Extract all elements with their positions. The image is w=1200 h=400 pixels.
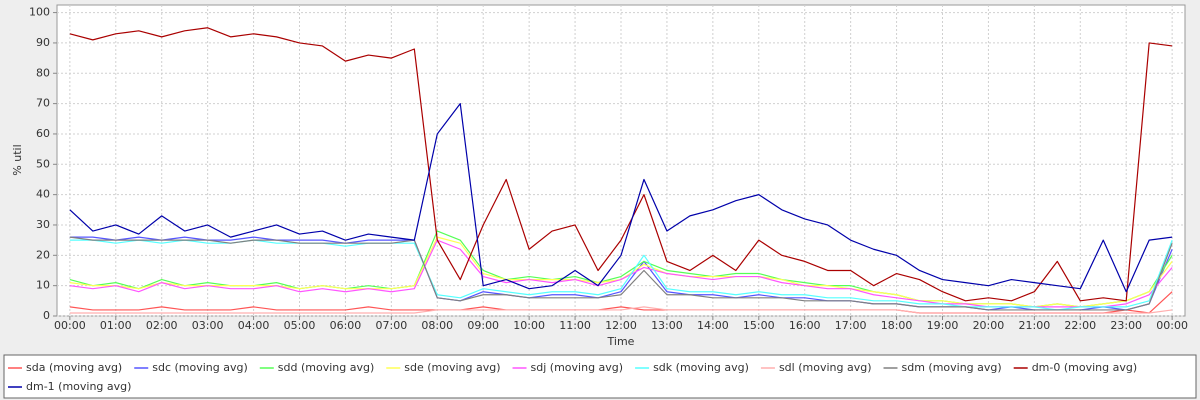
x-tick-label: 01:00 [100, 319, 132, 332]
x-tick-label: 02:00 [146, 319, 178, 332]
y-tick-label: 40 [36, 188, 50, 201]
legend-label: sda (moving avg) [26, 361, 122, 374]
legend-label: sdj (moving avg) [531, 361, 624, 374]
x-tick-label: 21:00 [1019, 319, 1051, 332]
series-line [69, 236, 1173, 311]
y-tick-label: 20 [36, 248, 50, 261]
x-tick-label: 10:00 [513, 319, 545, 332]
x-tick-label: 08:00 [421, 319, 453, 332]
legend-label: sdm (moving avg) [901, 361, 1001, 374]
x-tick-label: 20:00 [973, 319, 1005, 332]
x-tick-label: 11:00 [559, 319, 591, 332]
legend-box [3, 354, 1197, 399]
legend-label: sdl (moving avg) [779, 361, 872, 374]
y-tick-label: 50 [36, 157, 50, 170]
y-tick-label: 30 [36, 218, 50, 231]
legend-label: sdk (moving avg) [653, 361, 749, 374]
x-tick-label: 23:00 [1110, 319, 1142, 332]
x-tick-label: 22:00 [1064, 319, 1096, 332]
x-tick-label: 04:00 [238, 319, 270, 332]
legend-label: sdd (moving avg) [278, 361, 374, 374]
x-tick-label: 13:00 [651, 319, 683, 332]
x-tick-label: 16:00 [789, 319, 821, 332]
y-tick-label: 100 [29, 6, 50, 19]
x-tick-label: 00:00 [1156, 319, 1188, 332]
x-tick-label: 18:00 [881, 319, 913, 332]
series-line [69, 103, 1173, 293]
series-line [69, 27, 1173, 302]
x-tick-label: 17:00 [835, 319, 867, 332]
y-tick-label: 0 [43, 309, 50, 322]
x-tick-label: 12:00 [605, 319, 637, 332]
x-tick-label: 03:00 [192, 319, 224, 332]
x-tick-label: 09:00 [467, 319, 499, 332]
y-axis-label: % util [11, 144, 24, 175]
y-tick-label: 10 [36, 279, 50, 292]
legend-label: sdc (moving avg) [152, 361, 248, 374]
x-tick-label: 15:00 [743, 319, 775, 332]
series-line [69, 306, 1173, 314]
x-tick-label: 06:00 [330, 319, 362, 332]
x-axis-label: Time [607, 335, 635, 348]
legend-label: dm-1 (moving avg) [26, 380, 131, 393]
x-tick-label: 05:00 [284, 319, 316, 332]
x-tick-label: 14:00 [697, 319, 729, 332]
y-tick-label: 70 [36, 97, 50, 110]
y-tick-label: 80 [36, 66, 50, 79]
plot-area [56, 4, 1186, 317]
legend-label: sde (moving avg) [404, 361, 500, 374]
x-tick-label: 07:00 [376, 319, 408, 332]
y-tick-label: 90 [36, 36, 50, 49]
y-tick-label: 60 [36, 127, 50, 140]
legend-label: dm-0 (moving avg) [1032, 361, 1137, 374]
x-tick-label: 00:00 [54, 319, 86, 332]
x-tick-label: 19:00 [927, 319, 959, 332]
